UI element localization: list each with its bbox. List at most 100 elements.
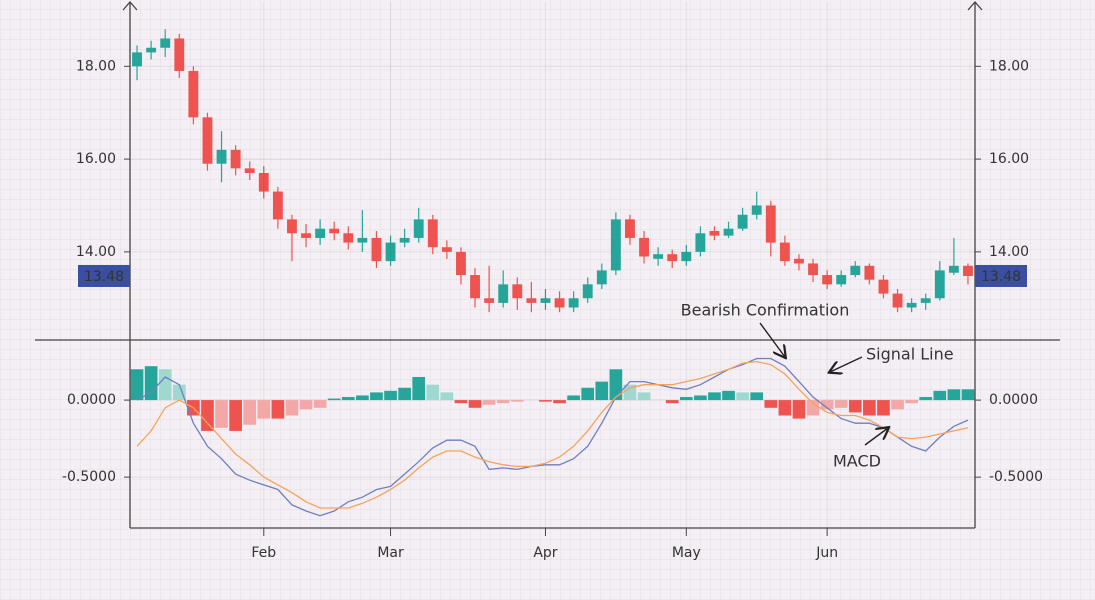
y-tick-label: 16.00	[76, 151, 116, 167]
candle-body	[751, 205, 762, 215]
histogram-bar	[961, 389, 975, 401]
candle-body	[864, 265, 875, 280]
x-tick-label: Jun	[815, 545, 838, 561]
candle-body	[385, 242, 396, 262]
series-line	[136, 360, 969, 509]
x-tick-label: Feb	[251, 545, 276, 561]
histogram-bar	[933, 390, 947, 401]
candle-body	[596, 270, 607, 285]
histogram-bar	[144, 366, 158, 401]
candle-body	[174, 38, 185, 71]
candle-body	[568, 298, 579, 308]
histogram-bar	[708, 392, 721, 401]
candle-body	[427, 219, 438, 248]
candle-body	[216, 149, 227, 164]
histogram-bar	[947, 389, 961, 401]
candle-body	[610, 219, 621, 271]
candle-body	[470, 275, 480, 299]
histogram-bar	[285, 400, 299, 416]
annotation-arrow	[759, 322, 785, 357]
legend-label: Signal Line	[866, 345, 954, 364]
candle-body	[667, 254, 678, 262]
candle-body	[639, 237, 649, 257]
candle-body	[258, 173, 269, 192]
candle-body	[836, 275, 847, 285]
x-tick-label: May	[672, 545, 701, 561]
histogram-bar	[412, 376, 426, 401]
histogram-bar	[158, 369, 172, 401]
candle-body	[709, 230, 720, 236]
candle-body	[202, 117, 213, 164]
x-tick-label: Apr	[533, 545, 557, 561]
histogram-bar	[172, 384, 186, 401]
histogram-bar	[694, 395, 707, 401]
histogram-bar	[919, 397, 933, 401]
histogram-bar	[623, 384, 637, 401]
candle-body	[301, 233, 311, 238]
histogram-bar	[848, 400, 862, 413]
histogram-bar	[496, 400, 510, 404]
candle-body	[794, 258, 804, 264]
candle-body	[695, 233, 706, 252]
histogram-bar	[130, 369, 144, 401]
histogram-bar	[806, 400, 820, 416]
histogram-bar	[201, 400, 214, 431]
histogram-bar	[299, 400, 313, 410]
price-tag-label: 13.48	[981, 269, 1021, 285]
histogram-bar	[356, 395, 369, 401]
histogram-bar	[581, 387, 595, 401]
candle-body	[808, 263, 818, 276]
candle-body	[850, 265, 861, 276]
annotation-arrow	[864, 428, 888, 446]
histogram-bar	[609, 369, 623, 401]
candle-body	[582, 284, 593, 299]
y-tick-label: 18.00	[76, 58, 116, 74]
histogram-bar	[426, 384, 440, 401]
histogram-bar	[764, 400, 778, 408]
histogram-bar	[877, 400, 890, 416]
candle-body	[822, 275, 833, 285]
histogram-bar	[820, 400, 834, 410]
histogram-bar	[905, 400, 918, 404]
plot	[124, 2, 981, 536]
y-tick-label: 14.00	[76, 244, 116, 260]
histogram-bar	[891, 400, 904, 410]
histogram-bar	[215, 400, 228, 428]
histogram-bar	[327, 398, 341, 401]
candle-body	[779, 242, 790, 262]
candle-body	[329, 228, 340, 234]
y-tick-label: 14.00	[989, 244, 1029, 260]
candle-body	[653, 254, 664, 259]
price-tag	[78, 264, 130, 287]
y-tick-label: 16.00	[989, 151, 1029, 167]
histogram-bar	[341, 397, 355, 401]
candle-body	[456, 251, 466, 276]
candle-body	[315, 228, 326, 238]
histogram-bar	[440, 392, 454, 401]
candle-body	[343, 233, 354, 243]
candle-body	[878, 279, 889, 294]
histogram-bar	[454, 400, 468, 404]
candle-body	[287, 219, 297, 234]
histogram-bar	[539, 400, 552, 402]
candle-body	[160, 38, 171, 48]
annotation: Bearish Confirmation	[681, 301, 850, 320]
candle-body	[498, 284, 509, 303]
histogram-bar	[736, 392, 749, 401]
histogram-bar	[243, 400, 257, 425]
histogram-bar	[553, 400, 566, 404]
price-tag	[975, 264, 1027, 287]
histogram-bar	[834, 400, 848, 408]
series-line	[136, 357, 969, 517]
y-tick-label: 18.00	[989, 58, 1029, 74]
histogram-bar	[271, 400, 285, 419]
histogram-bar	[384, 390, 397, 401]
legend-label: MACD	[833, 452, 881, 471]
histogram-bar	[637, 392, 651, 401]
histogram-bar	[792, 400, 806, 419]
y-tick-label: 0.0000	[989, 392, 1038, 408]
axis-arrows	[122, 1, 983, 11]
histogram-bar	[750, 392, 764, 401]
histogram-bar	[370, 392, 383, 401]
